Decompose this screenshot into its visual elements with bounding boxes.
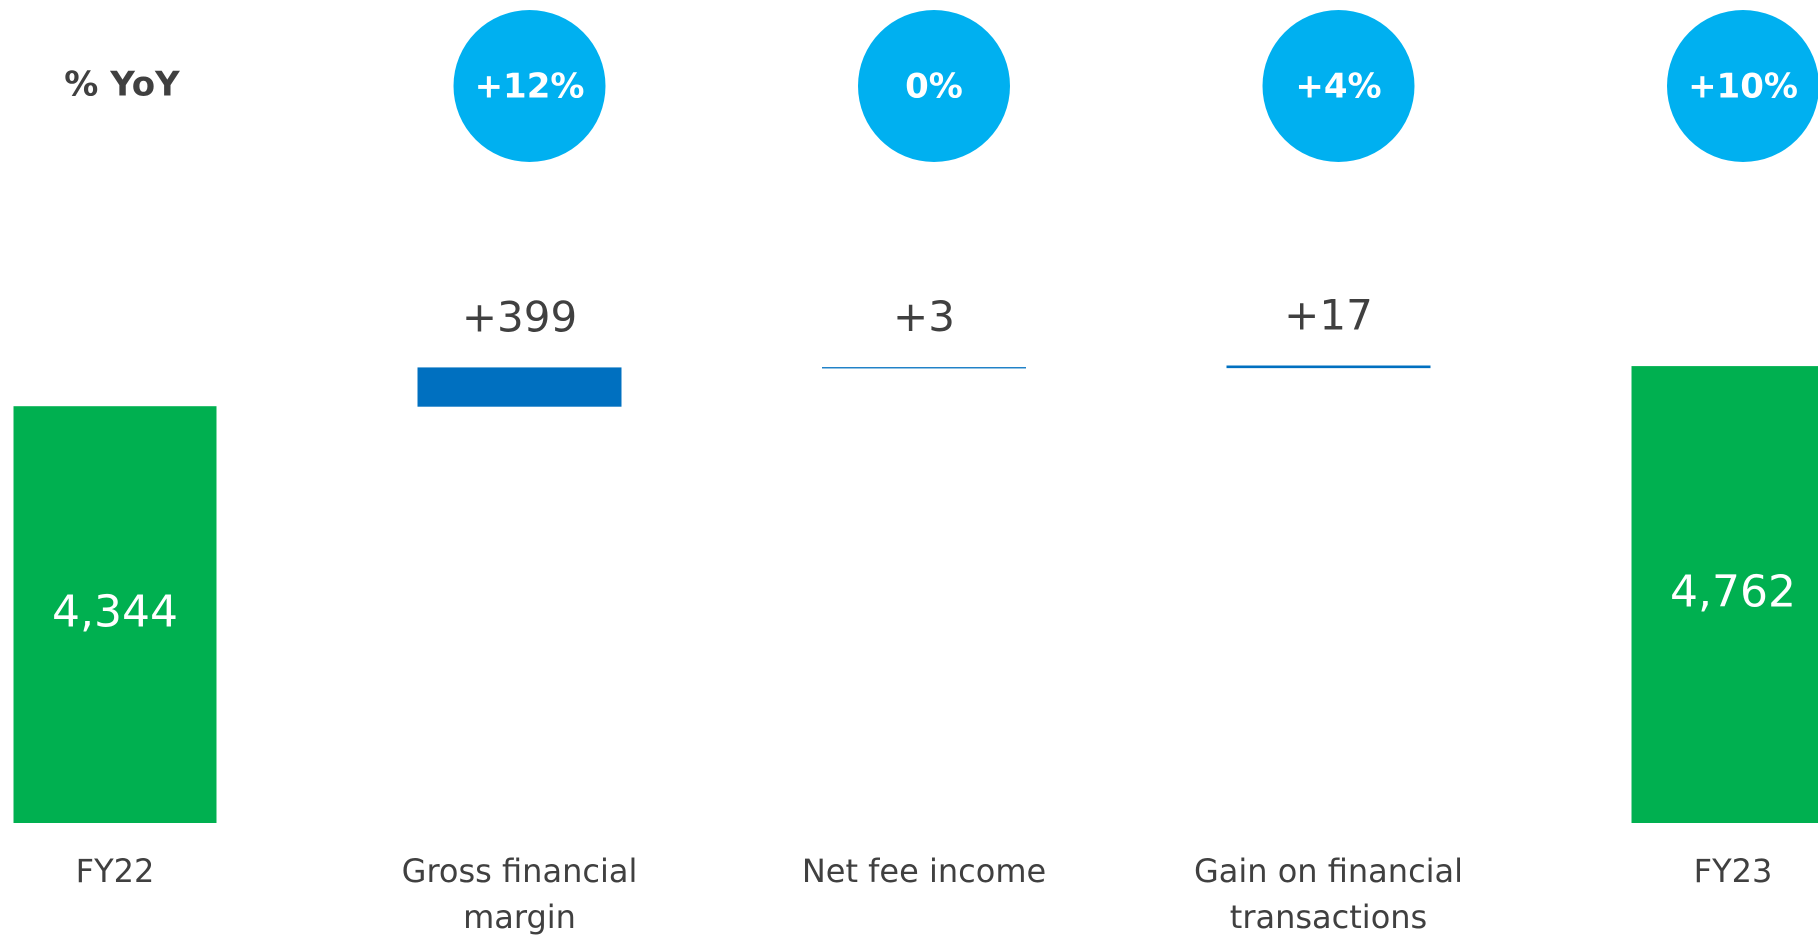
yoy-label: % YoY [64,65,180,105]
category-label: FY22 [75,852,155,890]
total-bar [1631,366,1818,823]
value-label: 4,762 [1670,567,1796,618]
yoy-badge [858,10,1010,162]
value-label: +17 [1284,291,1373,340]
category-label: Net fee income [801,852,1047,890]
yoy-value: +12% [475,67,585,107]
yoy-value: +4% [1295,67,1381,107]
total-bar [13,406,217,823]
category-label: FY23 [1693,852,1773,890]
yoy-badge [1667,10,1818,162]
yoy-value: 0% [905,67,963,107]
step-bar [417,367,622,407]
step-bar [1226,365,1431,369]
yoy-badge [1262,10,1415,162]
value-label: +3 [893,292,955,341]
value-label: 4,344 [52,587,178,638]
category-label: Gross financial margin [401,852,638,935]
category-label: Gain on financial transactions [1193,852,1464,935]
yoy-badge [453,10,606,162]
value-label: +399 [462,292,577,341]
yoy-value: +10% [1688,67,1798,107]
